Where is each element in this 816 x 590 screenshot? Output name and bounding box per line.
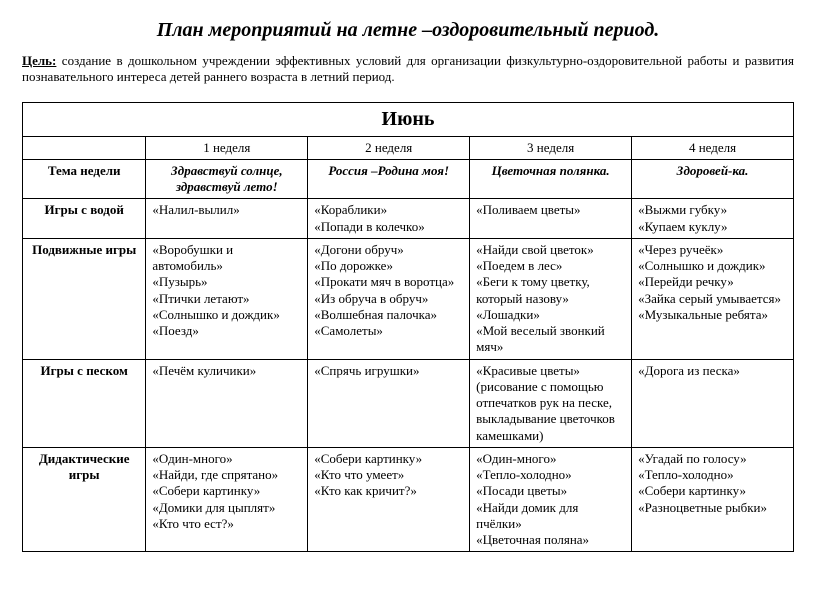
cell-line: «Посади цветы»: [476, 483, 625, 499]
cell-line: «Кто что умеет»: [314, 467, 463, 483]
goal-paragraph: Цель: создание в дошкольном учреждении э…: [22, 53, 794, 86]
cell-line: «Поедем в лес»: [476, 258, 625, 274]
cell-line: «Домики для цыплят»: [152, 500, 301, 516]
week-header-4: 4 неделя: [632, 136, 794, 159]
table-cell: «Дорога из песка»: [632, 359, 794, 447]
blank-corner: [23, 136, 146, 159]
cell-line: «Попади в колечко»: [314, 219, 463, 235]
table-cell: «Печём куличики»: [146, 359, 308, 447]
week-header-3: 3 неделя: [470, 136, 632, 159]
cell-line: «Пузырь»: [152, 274, 301, 290]
cell-line: «Собери картинку»: [314, 451, 463, 467]
week-header-2: 2 неделя: [308, 136, 470, 159]
cell-line: «Перейди речку»: [638, 274, 787, 290]
cell-line: «Мой веселый звонкий мяч»: [476, 323, 625, 356]
row-label: Подвижные игры: [23, 238, 146, 359]
cell-line: «Печём куличики»: [152, 363, 301, 379]
cell-line: «Собери картинку»: [152, 483, 301, 499]
table-cell: «Найди свой цветок» «Поедем в лес»«Беги …: [470, 238, 632, 359]
cell-line: «Поливаем цветы»: [476, 202, 625, 218]
month-header: Июнь: [23, 102, 794, 136]
cell-line: «Дорога из песка»: [638, 363, 787, 379]
cell-line: Здравствуй солнце, здравствуй лето!: [152, 163, 301, 196]
cell-line: Здоровей-ка.: [638, 163, 787, 179]
goal-text: создание в дошкольном учреждении эффекти…: [22, 53, 794, 84]
cell-line: «Выжми губку»: [638, 202, 787, 218]
cell-line: «Спрячь игрушки»: [314, 363, 463, 379]
table-cell: «Воробушки и автомобиль»«Пузырь» «Птички…: [146, 238, 308, 359]
cell-line: «Цветочная поляна»: [476, 532, 625, 548]
cell-line: «Птички летают»: [152, 291, 301, 307]
cell-line: «Самолеты»: [314, 323, 463, 339]
table-cell: «Собери картинку»«Кто что умеет»«Кто как…: [308, 447, 470, 552]
cell-line: «Зайка серый умывается»: [638, 291, 787, 307]
cell-line: «Беги к тому цветку, который назову»: [476, 274, 625, 307]
cell-line: «Кто что ест?»: [152, 516, 301, 532]
cell-line: «Воробушки и автомобиль»: [152, 242, 301, 275]
cell-line: Россия –Родина моя!: [314, 163, 463, 179]
cell-line: «Один-много»: [152, 451, 301, 467]
cell-line: «Один-много»: [476, 451, 625, 467]
table-cell: «Один-много»«Найди, где спрятано»«Собери…: [146, 447, 308, 552]
cell-line: Цветочная полянка.: [476, 163, 625, 179]
table-cell: «Налил-вылил»: [146, 199, 308, 239]
cell-line: «Найди, где спрятано»: [152, 467, 301, 483]
cell-line: «Волшебная палочка»: [314, 307, 463, 323]
table-cell: «Один-много»«Тепло-холодно»«Посади цветы…: [470, 447, 632, 552]
cell-line: «Солнышко и дождик»: [638, 258, 787, 274]
table-cell: «Через ручеёк»«Солнышко и дождик»«Перейд…: [632, 238, 794, 359]
row-label: Игры с песком: [23, 359, 146, 447]
cell-line: «Музыкальные ребята»: [638, 307, 787, 323]
table-cell: «Красивые цветы» (рисование с помощью от…: [470, 359, 632, 447]
table-cell: «Выжми губку»«Купаем куклу»: [632, 199, 794, 239]
cell-line: «Тепло-холодно»: [638, 467, 787, 483]
cell-line: «Найди свой цветок»: [476, 242, 625, 258]
table-cell: Цветочная полянка.: [470, 159, 632, 199]
cell-line: «Красивые цветы» (рисование с помощью от…: [476, 363, 625, 444]
table-cell: «Догони обруч»«По дорожке»«Прокати мяч в…: [308, 238, 470, 359]
plan-table: Июнь1 неделя2 неделя3 неделя4 неделя Тема…: [22, 102, 794, 553]
cell-line: «Через ручеёк»: [638, 242, 787, 258]
cell-line: «Угадай по голосу»: [638, 451, 787, 467]
cell-line: «Из обруча в обруч»: [314, 291, 463, 307]
cell-line: «Кораблики»: [314, 202, 463, 218]
cell-line: «Лошадки»: [476, 307, 625, 323]
row-label: Дидактические игры: [23, 447, 146, 552]
page-title: План мероприятий на летне –оздоровительн…: [22, 18, 794, 43]
table-cell: Россия –Родина моя!: [308, 159, 470, 199]
table-cell: Здоровей-ка.: [632, 159, 794, 199]
table-cell: «Спрячь игрушки»: [308, 359, 470, 447]
cell-line: «По дорожке»: [314, 258, 463, 274]
cell-line: «Разноцветные рыбки»: [638, 500, 787, 516]
row-label: Игры с водой: [23, 199, 146, 239]
table-cell: «Поливаем цветы»: [470, 199, 632, 239]
cell-line: «Найди домик для пчёлки»: [476, 500, 625, 533]
cell-line: «Догони обруч»: [314, 242, 463, 258]
cell-line: «Собери картинку»: [638, 483, 787, 499]
table-cell: «Кораблики»«Попади в колечко»: [308, 199, 470, 239]
cell-line: «Кто как кричит?»: [314, 483, 463, 499]
cell-line: «Тепло-холодно»: [476, 467, 625, 483]
table-cell: «Угадай по голосу»«Тепло-холодно»«Собери…: [632, 447, 794, 552]
cell-line: «Прокати мяч в воротца»: [314, 274, 463, 290]
table-cell: Здравствуй солнце, здравствуй лето!: [146, 159, 308, 199]
cell-line: «Поезд»: [152, 323, 301, 339]
cell-line: «Налил-вылил»: [152, 202, 301, 218]
cell-line: «Солнышко и дождик»: [152, 307, 301, 323]
cell-line: «Купаем куклу»: [638, 219, 787, 235]
goal-label: Цель:: [22, 53, 56, 68]
week-header-1: 1 неделя: [146, 136, 308, 159]
row-label: Тема недели: [23, 159, 146, 199]
